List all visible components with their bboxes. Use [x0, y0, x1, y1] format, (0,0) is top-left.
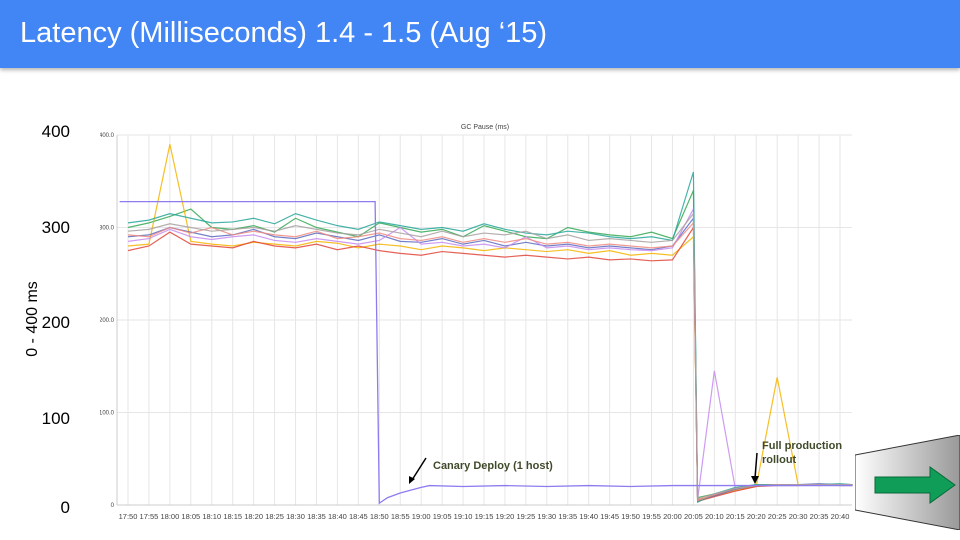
y-tick-label: 200.0 — [100, 318, 115, 324]
x-tick-label: 17:55 — [140, 512, 159, 521]
slide-header: Latency (Milliseconds) 1.4 - 1.5 (Aug ‘1… — [0, 0, 960, 68]
x-tick-label: 19:45 — [600, 512, 619, 521]
x-tick-label: 20:25 — [768, 512, 787, 521]
chart-title: GC Pause (ms) — [461, 124, 509, 131]
x-tick-label: 20:20 — [747, 512, 766, 521]
x-tick-label: 18:45 — [349, 512, 368, 521]
annotation-arrowhead — [751, 476, 759, 484]
series-line-purple — [127, 206, 853, 500]
x-tick-label: 20:15 — [726, 512, 745, 521]
series-line-teal — [127, 171, 853, 504]
rollout-annotation-line2: rollout — [762, 454, 797, 466]
x-tick-label: 18:40 — [328, 512, 347, 521]
slide-title: Latency (Milliseconds) 1.4 - 1.5 (Aug ‘1… — [20, 17, 548, 49]
x-tick-label: 18:25 — [265, 512, 284, 521]
canary-annotation: Canary Deploy (1 host) — [433, 460, 553, 472]
y-label-300: 300 — [41, 218, 70, 237]
series-line-gray — [127, 211, 853, 500]
x-tick-label: 20:05 — [684, 512, 703, 521]
series-line-salmon — [127, 221, 853, 502]
y-label-0: 0 — [60, 498, 70, 517]
rollout-annotation-line1: Full production — [762, 440, 842, 452]
y-tick-label: 400.0 — [100, 133, 115, 139]
x-tick-label: 18:50 — [370, 512, 389, 521]
y-axis-title: 0 - 400 ms — [24, 281, 41, 357]
y-tick-label: 300.0 — [100, 226, 115, 232]
y-label-200: 200 — [41, 313, 70, 332]
series-line-red — [127, 225, 853, 503]
x-tick-label: 18:05 — [181, 512, 200, 521]
x-tick-label: 20:40 — [831, 512, 850, 521]
gc-pause-chart: 17:50 17:55 18:00 18:05 18:10 18:15 18:20 18:25… — [100, 118, 855, 523]
y-label-100: 100 — [41, 409, 70, 428]
x-tick-label: 20:10 — [705, 512, 724, 521]
series-line-orange — [127, 144, 853, 501]
x-tick-label: 18:55 — [391, 512, 410, 521]
x-tick-label: 19:20 — [496, 512, 515, 521]
annotation-arrow — [411, 457, 427, 481]
y-tick-label: 100.0 — [100, 411, 115, 417]
x-tick-label: 19:00 — [412, 512, 431, 521]
y-label-400: 400 — [41, 122, 70, 141]
x-tick-label: 18:00 — [160, 512, 179, 521]
series-line-blue — [127, 216, 853, 502]
y-tick-label: 0 — [111, 503, 115, 509]
x-tick-label: 18:10 — [202, 512, 221, 521]
x-tick-label: 19:10 — [454, 512, 473, 521]
next-arrow-decoration — [855, 435, 960, 530]
x-tick-label: 19:25 — [516, 512, 535, 521]
x-tick-label: 19:50 — [621, 512, 640, 521]
x-tick-label: 19:35 — [558, 512, 577, 521]
x-tick-label: 17:50 — [119, 512, 138, 521]
x-tick-label: 19:15 — [475, 512, 494, 521]
x-tick-label: 19:55 — [642, 512, 661, 521]
series-line-canary — [119, 200, 853, 505]
x-tick-label: 20:30 — [789, 512, 808, 521]
x-tick-label: 18:35 — [307, 512, 326, 521]
annotation-arrow — [754, 452, 758, 479]
x-tick-label: 19:05 — [433, 512, 452, 521]
x-tick-label: 18:30 — [286, 512, 305, 521]
x-tick-label: 19:30 — [537, 512, 556, 521]
x-tick-label: 19:40 — [579, 512, 598, 521]
x-tick-label: 20:00 — [663, 512, 682, 521]
x-tick-label: 18:20 — [244, 512, 263, 521]
green-arrow-icon — [874, 466, 956, 504]
x-tick-label: 18:15 — [223, 512, 242, 521]
annotation-arrowhead — [409, 476, 415, 484]
x-tick-label: 20:35 — [810, 512, 829, 521]
